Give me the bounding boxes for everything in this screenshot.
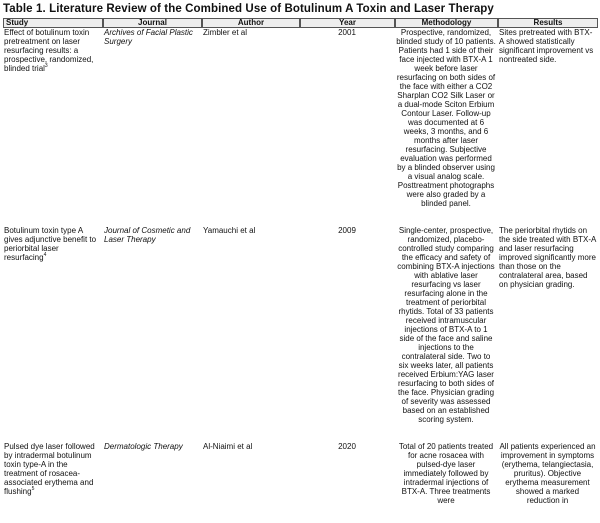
header-results: Results [498,18,598,28]
journal-cell: Journal of Cosmetic and Laser Therapy [104,226,191,244]
methodology-cell: Single-center, prospective, randomized, … [397,226,495,424]
table-row: Effect of botulinum toxin pretreatment o… [3,28,598,226]
reference-number: 5 [31,486,35,492]
results-cell: The periorbital rhytids on the side trea… [499,226,596,289]
header-author: Author [202,18,300,28]
study-cell: Effect of botulinum toxin pretreatment o… [3,28,103,226]
author-cell: Yamauchi et al [203,226,256,235]
methodology-cell: Prospective, randomized, blinded study o… [396,28,496,208]
author-cell: Al-Niaimi et al [203,442,253,451]
author-cell: Zimbler et al [203,28,248,37]
results-cell: Sites pretreated with BTX-A showed stati… [499,28,594,64]
table-row: Pulsed dye laser followed by intradermal… [3,442,598,523]
study-title: Botulinum toxin type A gives adjunctive … [4,226,97,262]
study-title: Pulsed dye laser followed by intradermal… [4,442,95,496]
table-title: Table 1. Literature Review of the Combin… [3,3,494,15]
year-cell: 2020 [338,442,356,451]
reference-number: 4 [43,252,47,258]
header-methodology: Methodology [395,18,498,28]
study-cell: Botulinum toxin type A gives adjunctive … [3,226,103,442]
methodology-cell: Total of 20 patients treated for acne ro… [398,442,494,505]
year-cell: 2001 [338,28,356,37]
journal-cell: Archives of Facial Plastic Surgery [104,28,193,46]
reference-number: 3 [44,63,48,69]
year-cell: 2009 [338,226,356,235]
header-study: Study [3,18,103,28]
study-cell: Pulsed dye laser followed by intradermal… [3,442,103,523]
results-cell: All patients experienced an improvement … [499,442,596,505]
literature-table: Study Journal Author Year Methodology Re… [3,18,598,523]
header-row: Study Journal Author Year Methodology Re… [3,18,598,28]
journal-cell: Dermatologic Therapy [104,442,183,451]
table-row: Botulinum toxin type A gives adjunctive … [3,226,598,442]
study-title: Effect of botulinum toxin pretreatment o… [4,28,94,73]
header-year: Year [300,18,395,28]
header-journal: Journal [103,18,202,28]
